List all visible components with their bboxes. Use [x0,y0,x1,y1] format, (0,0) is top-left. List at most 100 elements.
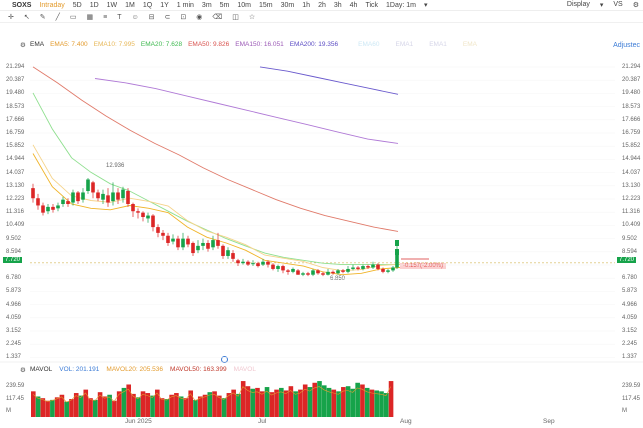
volume-bar [360,384,365,417]
y-tick-label: 15.852 [622,143,641,150]
candle-body [361,266,365,269]
tab-1y[interactable]: 1Y [160,1,169,9]
candle-body [211,240,215,248]
tab-1w[interactable]: 1W [106,1,118,9]
tab-1h[interactable]: 1h [302,1,311,9]
tab-1day-1m[interactable]: 1Day: 1m [386,1,416,9]
y-tick-label: 6.780 [622,275,638,282]
gear-icon[interactable]: ⚙ [632,2,639,9]
rect-icon[interactable]: ▭ [69,14,77,21]
tab-30m[interactable]: 30m [280,1,295,9]
volume-bar [331,389,337,417]
x-label-sep: Sep [543,418,555,425]
compare-label[interactable]: VS [613,1,623,8]
y-tick-label: 20.387 [622,77,641,84]
tab-tick[interactable]: Tick [365,1,379,9]
tab-intraday[interactable]: Intraday [39,1,65,9]
candle-body [186,238,190,245]
chevron-down-icon[interactable]: ▾ [599,2,604,9]
tab-10m[interactable]: 10m [237,1,252,9]
eye-icon[interactable]: ◉ [196,14,203,21]
candle-body [91,182,95,193]
ruler-icon[interactable]: ⊟ [148,14,155,21]
y-tick-label: 15.852 [6,143,25,150]
y-tick-label: 18.573 [6,103,25,110]
info-icon[interactable] [221,356,228,363]
candle-body [266,261,270,265]
volume-bar [97,392,103,417]
tab-1m[interactable]: 1M [125,1,135,9]
ema-legend: ⚙ EMA EMA5: 7.400 EMA10: 7.995 EMA20: 7.… [20,41,477,49]
candle-body [291,268,295,272]
volume-bar [321,385,327,417]
gear-icon[interactable]: ⚙ [20,367,26,374]
tab-5m[interactable]: 5m [219,1,230,9]
candle-body [121,189,125,199]
event-marker [395,249,399,255]
adjusted-toggle[interactable]: Adjustec [613,42,640,49]
candle-body [395,253,399,268]
candle-body [201,242,205,246]
cursor-icon[interactable]: ↖ [23,14,30,21]
timeframe-bar: SOXS Intraday 5D 1D 1W 1M 1Q 1Y 1 min 3m… [0,0,643,11]
display-menu[interactable]: Display [566,1,590,8]
volume-bar [274,389,279,417]
volume-bar [145,393,151,417]
ema150-value: EMA150: 16.051 [235,41,284,48]
y-tick-label: 6.780 [6,275,22,282]
vol-axis-left-3: M [6,408,11,414]
volume-bar [345,386,351,417]
star-icon[interactable]: ☆ [248,14,256,21]
crosshair-icon[interactable]: ✛ [8,14,14,21]
volume-bar [269,392,275,417]
event-marker [395,240,399,246]
text-icon[interactable]: T [117,13,122,21]
pen-icon[interactable]: ✎ [39,14,46,21]
volume-bar [112,400,117,417]
tab-4h[interactable]: 4h [349,1,358,9]
tab-2h[interactable]: 2h [318,1,326,9]
candle-body [381,268,385,272]
candle-body [256,263,260,267]
layers-icon[interactable]: ◫ [232,14,239,21]
tab-1d[interactable]: 1D [89,1,99,9]
magnet-icon[interactable]: ⊂ [164,14,171,21]
volume-bar [369,389,375,417]
tab-15m[interactable]: 15m [259,1,273,9]
gear-icon[interactable]: ⚙ [20,42,26,49]
volume-bar [45,400,50,417]
smile-icon[interactable]: ☺ [131,13,139,21]
tab-1min[interactable]: 1 min [176,1,194,9]
candle-body [141,212,145,217]
tab-5d[interactable]: 5D [72,1,82,9]
ema-line-ema200 [259,66,399,95]
tab-3m[interactable]: 3m [201,1,212,9]
volume-bar [169,394,174,417]
line-icon[interactable]: ╱ [55,14,60,21]
candle-body [216,240,220,246]
ema-extra2: EMA1 [395,41,414,48]
y-tick-label: 18.573 [622,103,641,110]
candle-body [301,273,305,275]
lock-icon[interactable]: ⊡ [180,14,187,21]
candle-body [251,263,255,265]
fib-icon[interactable]: ≡ [103,13,108,21]
y-tick-label: 8.594 [6,248,22,255]
candle-body [296,270,300,275]
ema-extra1: EMA60 [358,41,380,48]
volume-bar [188,390,194,417]
dropdown-chevron-icon[interactable]: ▾ [424,2,428,9]
candle-body [151,215,155,228]
candle-body [46,206,50,212]
tab-1q[interactable]: 1Q [142,1,153,9]
grid-icon[interactable]: ▦ [86,14,94,21]
volume-bar [317,381,322,417]
tab-3h[interactable]: 3h [333,1,342,9]
ema-line-ema150 [94,78,399,144]
candle-body [341,270,345,272]
candle-body [36,198,40,206]
candle-body [286,270,290,272]
symbol-label: SOXS [12,1,32,9]
trash-icon[interactable]: ⌫ [212,14,223,21]
